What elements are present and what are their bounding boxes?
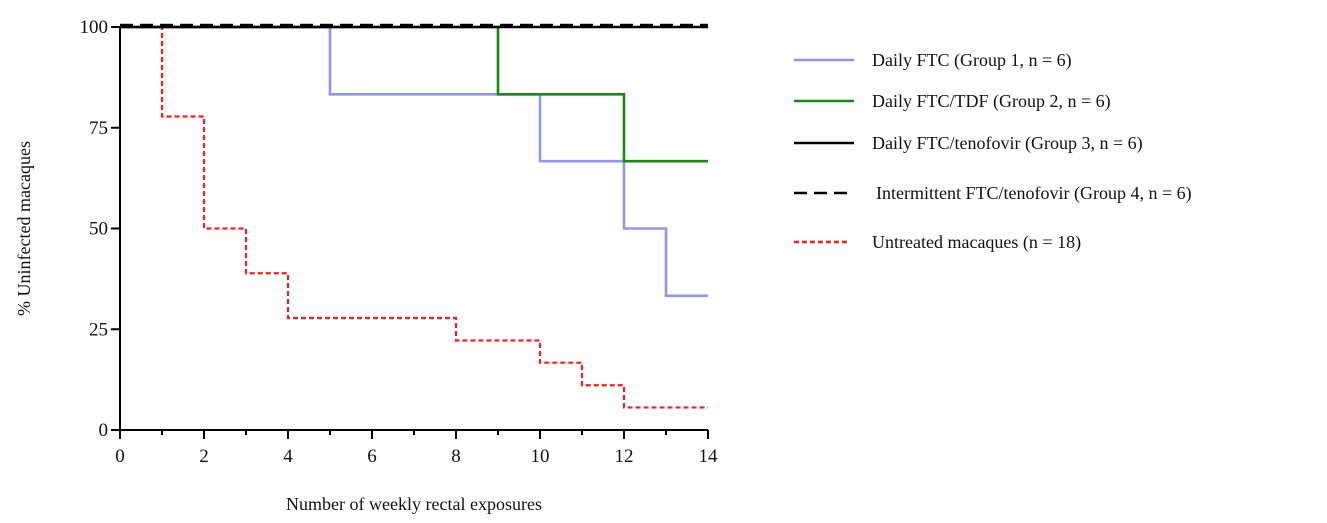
- y-tick-label: 100: [80, 17, 109, 38]
- x-tick-label: 0: [115, 446, 125, 467]
- x-tick-label: 8: [451, 446, 461, 467]
- legend-label-3: Daily FTC/tenofovir (Group 3, n = 6): [872, 133, 1143, 154]
- x-tick-label: 2: [199, 446, 209, 467]
- legend-label-5: Untreated macaques (n = 18): [872, 232, 1081, 253]
- y-tick-label: 75: [89, 118, 108, 139]
- x-axis-ticks: 0 2 4 6 8 10 12 14: [115, 430, 718, 467]
- x-tick-label: 10: [531, 446, 550, 467]
- x-tick-label: 12: [615, 446, 634, 467]
- y-tick-label: 50: [89, 219, 108, 240]
- legend-label-4: Intermittent FTC/tenofovir (Group 4, n =…: [876, 183, 1192, 204]
- series-line-5: [120, 25, 708, 409]
- x-axis-title: Number of weekly rectal exposures: [286, 494, 542, 514]
- legend: Daily FTC (Group 1, n = 6) Daily FTC/TDF …: [794, 50, 1192, 253]
- x-tick-label: 6: [367, 446, 377, 467]
- y-tick-label: 0: [99, 420, 109, 441]
- x-tick-label: 14: [699, 446, 719, 467]
- series-line-1: [120, 25, 708, 298]
- x-tick-label: 4: [283, 446, 293, 467]
- y-tick-label: 25: [89, 319, 108, 340]
- y-axis-ticks: 0 25 50 75 100: [80, 17, 120, 441]
- plot-area: [120, 23, 708, 409]
- legend-label-2: Daily FTC/TDF (Group 2, n = 6): [872, 91, 1111, 112]
- legend-label-1: Daily FTC (Group 1, n = 6): [872, 50, 1072, 71]
- y-axis-title: % Uninfected macaques: [14, 141, 34, 316]
